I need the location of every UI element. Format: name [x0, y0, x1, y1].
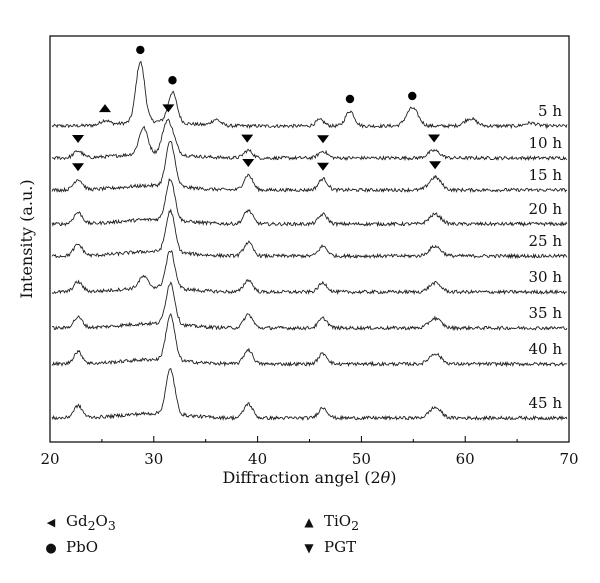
series-label: 20 h: [528, 200, 562, 218]
marker-triangle-down: [72, 135, 85, 144]
series-line-5h: [51, 60, 568, 130]
plot-frame: [49, 35, 570, 443]
legend-item-tio2: ▲ TiO2: [300, 512, 359, 533]
marker-triangle-down: [242, 158, 255, 167]
x-tick-label: 20: [40, 450, 59, 468]
circle-icon: ●: [45, 541, 57, 556]
marker-triangle-down: [428, 134, 441, 143]
marker-circle: [136, 45, 145, 55]
marker-triangle-up: [99, 104, 112, 113]
marker-triangle-down: [429, 161, 442, 170]
legend-item-pgt: ▼ PGT: [300, 538, 356, 556]
triangle-up-icon: ▲: [304, 515, 314, 529]
series-label: 45 h: [528, 394, 562, 412]
series-label: 10 h: [528, 134, 562, 152]
marker-circle: [168, 76, 177, 85]
marker-triangle-down: [316, 162, 329, 171]
legend-item-pbo: ● PbO: [42, 538, 98, 556]
series-label: 30 h: [528, 268, 562, 286]
triangle-down-icon: ▼: [304, 541, 314, 555]
marker-triangle-down: [72, 163, 85, 172]
marker-triangle-down: [241, 134, 254, 143]
x-tick-label: 40: [248, 450, 267, 468]
series-label: 40 h: [528, 340, 562, 358]
marker-triangle-down: [162, 104, 175, 113]
marker-circle: [408, 91, 417, 101]
x-tick-label: 70: [559, 450, 578, 468]
series-line-10h: [51, 118, 568, 162]
series-line-30h: [51, 249, 568, 296]
x-tick-label: 60: [456, 450, 475, 468]
series-label: 25 h: [528, 232, 562, 250]
series-label: 35 h: [528, 304, 562, 322]
series-label: 5 h: [538, 102, 562, 120]
xrd-chart: 20 30 40 50 60 70 Diffraction angel (2θ) Intens…: [17, 35, 579, 487]
series-line-45h: [51, 368, 568, 422]
marker-circle: [345, 94, 355, 104]
triangle-left-icon: ◀: [46, 516, 56, 529]
legend-item-gd2o3: ◀ Gd2O3: [42, 512, 116, 533]
x-tick-label: 50: [352, 450, 371, 468]
series-line-20h: [51, 177, 568, 228]
series-line-15h: [51, 140, 568, 194]
y-axis-label: Intensity (a.u.): [17, 179, 36, 298]
series-line-25h: [51, 208, 568, 260]
x-tick-label: 30: [144, 450, 163, 468]
series-line-35h: [51, 281, 568, 332]
marker-triangle-down: [316, 135, 329, 144]
series-line-40h: [51, 313, 567, 368]
series-label: 15 h: [528, 166, 562, 184]
x-axis-label: Diffraction angel (2θ): [222, 468, 396, 487]
